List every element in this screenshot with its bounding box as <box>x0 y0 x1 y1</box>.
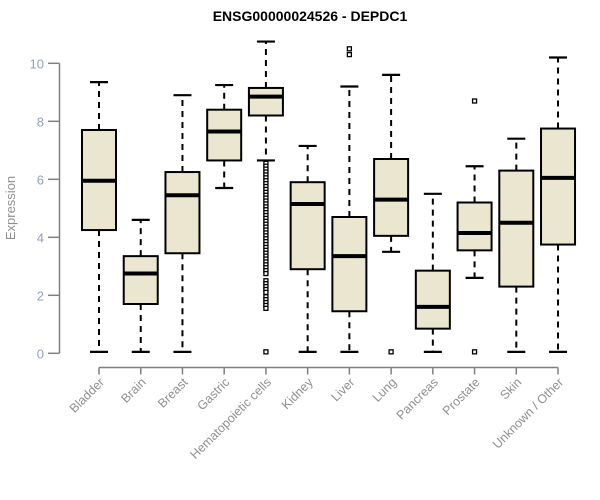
iqr-box <box>206 108 243 162</box>
y-axis-label: Expression <box>3 176 18 240</box>
box-series <box>81 40 577 355</box>
outlier-point <box>263 289 269 296</box>
box-skin <box>498 137 535 353</box>
outlier-point <box>388 349 394 355</box>
iqr-box <box>373 158 410 237</box>
box-hematopoietic-cells <box>247 40 284 355</box>
y-tick-label-8: 8 <box>37 114 44 129</box>
iqr-box <box>331 216 368 313</box>
iqr-box <box>414 269 451 330</box>
box-bladder <box>81 81 117 353</box>
y-tick-label-6: 6 <box>37 172 44 187</box>
iqr-box <box>498 169 535 288</box>
iqr-box <box>540 127 577 246</box>
box-breast <box>164 94 201 353</box>
box-kidney <box>289 144 326 353</box>
box-liver <box>331 46 368 353</box>
y-tick-label-0: 0 <box>37 346 44 361</box>
outlier-point <box>471 98 478 104</box>
outlier-point <box>263 349 269 355</box>
iqr-box <box>122 255 159 305</box>
iqr-box <box>289 181 326 271</box>
outlier-point <box>471 349 478 355</box>
y-tick-label-2: 2 <box>37 288 44 303</box>
box-unknown-other <box>540 56 577 353</box>
box-gastric <box>206 83 243 190</box>
x-tick-label-pancreas: Pancreas <box>394 375 441 422</box>
outlier-point <box>346 51 353 58</box>
box-brain <box>122 218 159 353</box>
x-tick-label-unknown-other: Unknown / Other <box>490 375 566 451</box>
box-lung <box>373 73 410 355</box>
x-tick-label-hematopoietic-cells: Hematopoietic cells <box>187 375 274 462</box>
x-tick-label-brain: Brain <box>118 375 149 406</box>
x-tick-label-liver: Liver <box>328 375 357 404</box>
box-prostate <box>456 98 493 355</box>
x-tick-label-prostate: Prostate <box>440 375 483 418</box>
x-tick-label-kidney: Kidney <box>279 375 316 412</box>
x-tick-label-gastric: Gastric <box>194 375 232 413</box>
y-tick-label-4: 4 <box>37 230 44 245</box>
outlier-point <box>346 46 353 52</box>
iqr-box <box>164 171 201 255</box>
x-tick-label-lung: Lung <box>370 375 400 405</box>
iqr-box <box>247 86 284 117</box>
box-pancreas <box>414 192 451 353</box>
outlier-point <box>263 270 269 277</box>
x-tick-label-skin: Skin <box>497 375 524 402</box>
x-tick-label-breast: Breast <box>155 375 191 411</box>
outlier-point <box>263 305 269 312</box>
iqr-box <box>456 201 493 252</box>
x-tick-label-bladder: Bladder <box>67 375 107 415</box>
y-tick-label-10: 10 <box>30 56 44 71</box>
chart-title: ENSG00000024526 - DEPDC1 <box>213 8 408 24</box>
